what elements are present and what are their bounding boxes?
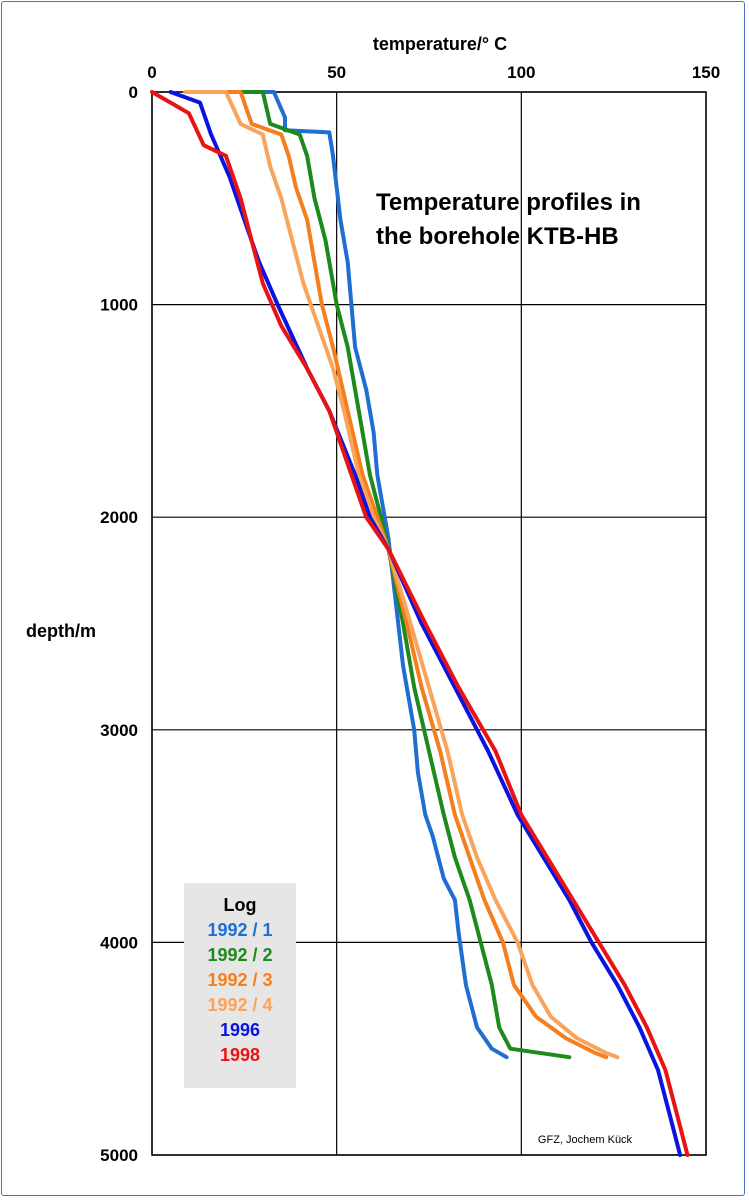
legend-entry: 1996 [220, 1020, 260, 1040]
credit-text: GFZ, Jochem Kück [538, 1134, 633, 1146]
chart-title: Temperature profiles in the borehole KTB-… [376, 189, 641, 250]
chart-title-line: the borehole KTB-HB [376, 223, 619, 250]
x-tick-label: 0 [147, 63, 156, 82]
y-tick-label: 0 [129, 83, 138, 102]
legend: Log 1992 / 1 1992 / 2 1992 / 3 1992 / 4 1996 1… [184, 883, 296, 1088]
legend-entry: 1992 / 2 [207, 945, 272, 965]
legend-box [184, 883, 296, 1088]
legend-entry: 1992 / 4 [207, 995, 272, 1015]
chart-title-line: Temperature profiles in [376, 189, 641, 216]
legend-title: Log [224, 895, 257, 915]
y-axis-label: depth/m [26, 621, 96, 641]
y-tick-labels: 0 1000 2000 3000 4000 5000 [100, 83, 138, 1165]
x-tick-label: 50 [327, 63, 346, 82]
y-tick-label: 1000 [100, 296, 138, 315]
y-tick-label: 3000 [100, 721, 138, 740]
legend-entry: 1992 / 3 [207, 970, 272, 990]
series-line-1992-1 [216, 90, 509, 1060]
x-tick-labels: 0 50 100 150 [147, 63, 720, 82]
x-tick-label: 150 [692, 63, 720, 82]
y-tick-label: 2000 [100, 508, 138, 527]
y-tick-label: 5000 [100, 1146, 138, 1165]
x-axis-label: temperature/° C [373, 34, 507, 54]
y-tick-label: 4000 [100, 933, 138, 952]
legend-entry: 1998 [220, 1045, 260, 1065]
series-lines [150, 90, 690, 1157]
legend-entry: 1992 / 1 [207, 920, 272, 940]
x-tick-label: 100 [507, 63, 535, 82]
grid [151, 91, 707, 1156]
series-line-1998 [150, 90, 690, 1157]
